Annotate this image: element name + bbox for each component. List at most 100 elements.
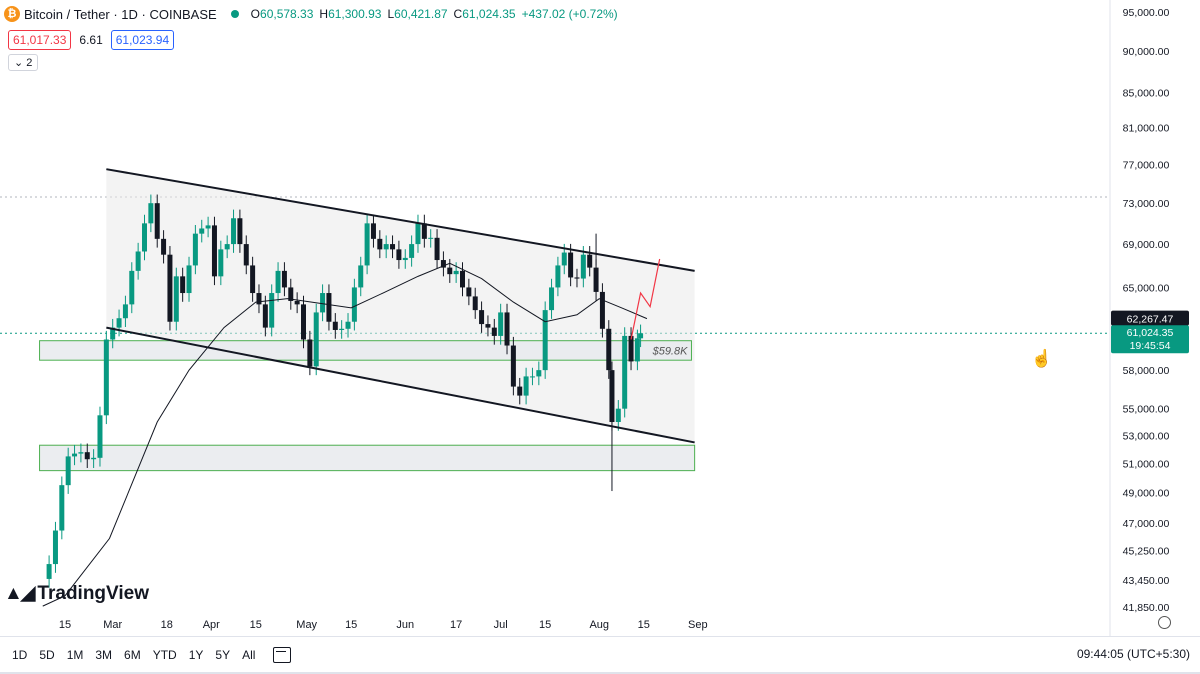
candle-body <box>396 249 402 261</box>
calendar-icon[interactable] <box>273 647 292 663</box>
candle-body <box>122 304 128 319</box>
candle-body <box>231 218 237 245</box>
ohlc-close: C61,024.35 <box>453 7 516 21</box>
timeframe-5d[interactable]: 5D <box>39 648 55 662</box>
candle-body <box>466 287 472 297</box>
candle-body <box>523 376 529 396</box>
candle-body <box>434 237 440 261</box>
candle-body <box>383 244 389 250</box>
candle-body <box>628 335 634 362</box>
last-price-tag <box>1111 325 1189 354</box>
candle-body <box>345 321 351 329</box>
y-tick-label: 77,000.00 <box>1123 159 1170 171</box>
x-tick-label: Mar <box>103 619 122 631</box>
candle-body <box>78 452 84 454</box>
candle-body <box>574 277 580 279</box>
candle-body <box>103 339 109 416</box>
price-change: +437.02 (+0.72%) <box>521 7 618 21</box>
candle-body <box>173 276 179 322</box>
last-price-text: 61,024.35 <box>1127 327 1174 339</box>
y-tick-label: 90,000.00 <box>1123 46 1170 58</box>
candle-body <box>186 265 192 294</box>
buy-button[interactable]: 61,023.94 <box>110 30 175 50</box>
candle-body <box>580 254 586 279</box>
price-axis: 95,000.00 90,000.00 85,000.00 81,000.00 77,0… <box>1123 7 1170 614</box>
ma-price-text: 62,267.47 <box>1127 314 1174 326</box>
candle-body <box>256 293 262 305</box>
trendlines-layer <box>106 168 695 444</box>
y-tick-label: 58,000.00 <box>1123 365 1170 377</box>
price-chart[interactable]: $59.8K 95,000.00 90,000.00 85,000.00 81,000… <box>0 0 1200 636</box>
x-tick-label: May <box>296 619 317 631</box>
symbol-title[interactable]: Bitcoin / Tether · 1D · COINBASE <box>24 6 217 22</box>
candle-body <box>199 228 205 234</box>
candle-body <box>154 203 160 239</box>
y-tick-label: 81,000.00 <box>1123 123 1170 135</box>
candle-body <box>421 223 427 239</box>
candle-body <box>116 318 122 328</box>
y-tick-label: 73,000.00 <box>1123 198 1170 210</box>
indicators-count: 2 <box>26 57 33 69</box>
candle-body <box>453 270 459 275</box>
candle-body <box>606 328 612 371</box>
candle-body <box>148 203 154 224</box>
candle-body <box>529 376 535 378</box>
chart-settings-icon[interactable] <box>1158 616 1171 629</box>
candle-body <box>307 339 313 367</box>
candle-body <box>377 238 383 250</box>
candle-body <box>593 267 599 292</box>
x-tick-label: 15 <box>539 619 551 631</box>
candle-body <box>599 291 605 329</box>
candle-body <box>510 345 516 387</box>
bitcoin-logo-icon: ₿ <box>4 6 20 22</box>
timeframe-ytd[interactable]: YTD <box>152 648 177 662</box>
candle-body <box>428 237 434 239</box>
indicators-toggle[interactable]: ⌄ 2 <box>8 54 39 71</box>
ma-price-tag <box>1111 310 1189 326</box>
projection-path <box>630 258 661 340</box>
candle-body <box>447 267 453 275</box>
sell-button[interactable]: 61,017.33 <box>8 30 72 50</box>
chevron-down-icon: ⌄ <box>14 57 24 69</box>
timeframe-5y[interactable]: 5Y <box>215 648 231 662</box>
x-tick-label: 15 <box>638 619 650 631</box>
candle-body <box>205 225 211 229</box>
candle-body <box>97 415 103 458</box>
timeframe-3m[interactable]: 3M <box>95 648 113 662</box>
candle-body <box>65 456 71 486</box>
market-status-icon <box>230 10 239 18</box>
timeframe-6m[interactable]: 6M <box>124 648 141 662</box>
channel-fill <box>106 169 695 443</box>
candle-body <box>622 335 628 409</box>
timeframe-1m[interactable]: 1M <box>66 648 84 662</box>
candle-body <box>313 312 319 367</box>
candle-body <box>288 287 294 301</box>
hand-cursor-icon: ☝ <box>1031 349 1053 368</box>
support-zone-2 <box>39 444 696 472</box>
candle-body <box>351 287 357 322</box>
candle-body <box>320 293 326 313</box>
candle-body <box>269 293 275 328</box>
timeframe-all[interactable]: All <box>242 648 256 662</box>
candle-body <box>638 333 644 339</box>
ohlc-low: L60,421.87 <box>387 7 448 21</box>
clock-readout[interactable]: 09:44:05 (UTC+5:30) <box>1076 647 1190 661</box>
candle-body <box>402 257 408 261</box>
candle-body <box>358 265 364 288</box>
candle-body <box>561 252 567 266</box>
candle-body <box>364 223 370 266</box>
candles-layer <box>46 194 644 588</box>
candle-body <box>262 304 268 328</box>
y-tick-label: 43,450.00 <box>1123 575 1170 587</box>
watermark-text: TradingView <box>37 582 149 604</box>
candle-body <box>192 233 198 266</box>
candle-body <box>46 564 52 579</box>
candle-body <box>542 310 548 371</box>
timeframe-1d[interactable]: 1D <box>12 648 28 662</box>
timeframe-1y[interactable]: 1Y <box>188 648 204 662</box>
y-tick-label: 41,850.00 <box>1123 602 1170 614</box>
chart-header: ₿ Bitcoin / Tether · 1D · COINBASE O60,5… <box>4 4 624 24</box>
candle-body <box>517 386 523 396</box>
candle-body <box>326 293 332 322</box>
